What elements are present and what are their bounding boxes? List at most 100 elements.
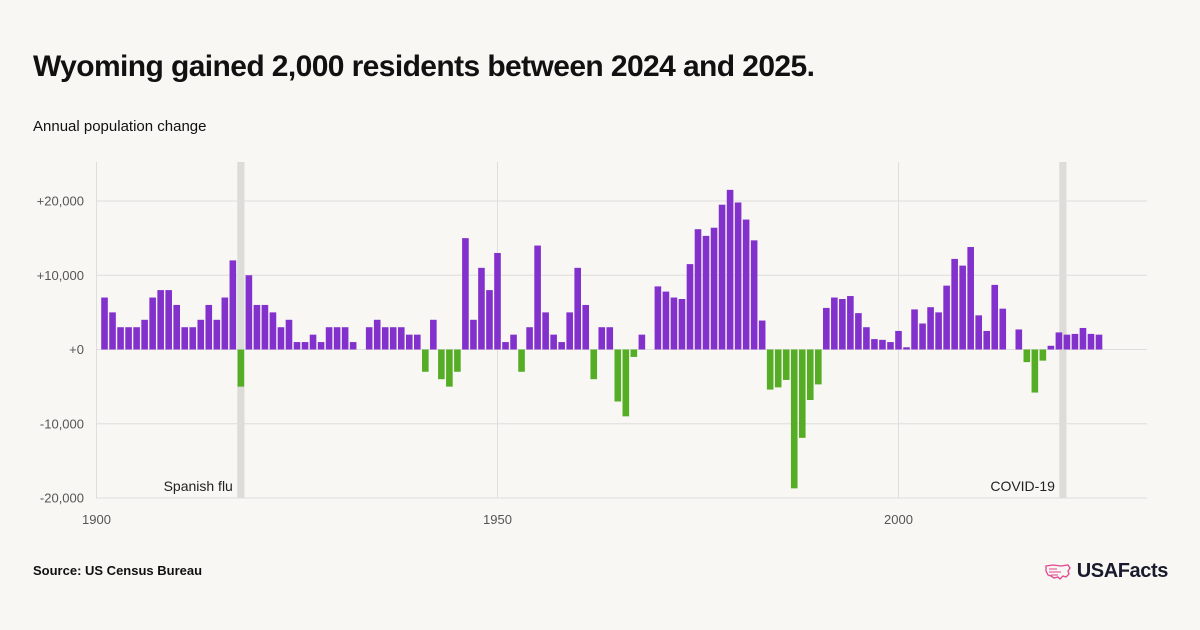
- bar-2020: [1055, 332, 1063, 350]
- y-tick-label: +0: [69, 342, 84, 357]
- bar-1998: [879, 339, 886, 350]
- bar-2010: [975, 315, 982, 350]
- bar-1944: [446, 349, 453, 387]
- bar-1903: [117, 327, 124, 350]
- bar-1922: [269, 312, 277, 350]
- bar-1923: [277, 327, 285, 350]
- bar-1928: [317, 342, 325, 350]
- bar-1937: [389, 327, 397, 350]
- y-tick-label: +20,000: [37, 194, 84, 209]
- bar-1919: [245, 275, 253, 350]
- bar-2006: [943, 285, 950, 350]
- bar-1999: [887, 342, 894, 350]
- bar-1982: [750, 240, 758, 350]
- bar-1936: [381, 327, 389, 350]
- bar-1945: [454, 349, 461, 372]
- bar-1964: [606, 327, 614, 350]
- bar-1953: [518, 349, 525, 372]
- bar-1941: [422, 349, 429, 372]
- bar-1959: [566, 312, 573, 350]
- highlight-band: [1059, 162, 1067, 498]
- bars: [101, 189, 1103, 489]
- bar-1994: [847, 296, 854, 350]
- bar-1955: [534, 245, 541, 350]
- chart-title: Wyoming gained 2,000 residents between 2…: [33, 50, 815, 83]
- bar-1995: [855, 313, 862, 350]
- bar-1942: [430, 319, 437, 350]
- bar-1977: [710, 227, 718, 350]
- bar-1966: [622, 349, 630, 417]
- bar-chart: +20,000 +10,000 +0 -10,000 -20,000 1900 1950 20…: [37, 162, 1147, 527]
- highlight-bands: [237, 162, 1067, 498]
- us-map-icon: [1045, 563, 1071, 580]
- bar-1946: [462, 238, 469, 350]
- bar-2021: [1063, 334, 1071, 350]
- annotation-label: COVID-19: [990, 478, 1055, 494]
- bar-2008: [959, 265, 966, 350]
- bar-1976: [702, 235, 710, 350]
- bar-1951: [502, 342, 509, 350]
- bar-1956: [542, 312, 549, 350]
- bar-1980: [734, 202, 742, 350]
- bar-1926: [301, 342, 309, 350]
- x-tick-label: 1950: [483, 512, 512, 527]
- bar-1979: [726, 189, 734, 350]
- bar-1990: [815, 349, 822, 385]
- bar-1950: [494, 252, 501, 350]
- bar-1989: [806, 349, 814, 400]
- bar-1986: [782, 349, 790, 380]
- bar-1973: [678, 299, 686, 350]
- bar-1952: [510, 334, 517, 350]
- bar-2022: [1071, 333, 1079, 350]
- bar-1918: [237, 349, 245, 387]
- bar-1984: [766, 349, 774, 390]
- y-tick-label: -10,000: [40, 416, 84, 431]
- bar-1997: [871, 339, 878, 350]
- bar-1931: [341, 327, 349, 350]
- bar-1974: [686, 264, 694, 350]
- bar-1947: [470, 319, 477, 350]
- bar-1965: [614, 349, 622, 402]
- bar-1908: [157, 290, 164, 350]
- bar-1978: [718, 204, 726, 350]
- bar-1902: [109, 312, 116, 350]
- bar-2017: [1031, 349, 1039, 393]
- bar-1993: [839, 299, 846, 350]
- bar-2023: [1079, 327, 1087, 350]
- bar-1949: [486, 290, 493, 350]
- x-tick-label: 2000: [884, 512, 913, 527]
- bar-2004: [927, 307, 934, 350]
- bar-1988: [798, 349, 806, 438]
- bar-1932: [349, 342, 357, 350]
- bar-1915: [213, 319, 221, 350]
- bar-1917: [229, 260, 237, 350]
- bar-1975: [694, 229, 702, 350]
- bar-1905: [133, 327, 140, 350]
- bar-1921: [261, 304, 269, 350]
- bar-1906: [141, 319, 148, 350]
- bar-1934: [365, 327, 373, 350]
- bar-1972: [670, 297, 678, 350]
- bar-1916: [221, 297, 229, 350]
- bar-1910: [173, 304, 180, 350]
- bar-2001: [903, 347, 910, 350]
- bar-1940: [414, 334, 421, 350]
- bar-1914: [205, 304, 213, 350]
- annotations: Spanish flu COVID-19: [164, 478, 1056, 494]
- bar-2019: [1047, 345, 1055, 350]
- highlight-band: [237, 162, 245, 498]
- bar-1992: [831, 297, 838, 350]
- bar-1924: [285, 319, 293, 350]
- bar-2024: [1087, 333, 1095, 350]
- bar-1967: [630, 349, 638, 357]
- bar-1958: [558, 342, 565, 350]
- bar-2012: [991, 284, 999, 350]
- bar-2002: [911, 309, 918, 350]
- y-tick-label: -20,000: [40, 491, 84, 506]
- bar-1925: [293, 342, 301, 350]
- bar-2013: [999, 308, 1007, 350]
- usafacts-logo[interactable]: USAFacts: [1045, 560, 1168, 583]
- bar-1943: [438, 349, 445, 380]
- bar-1938: [397, 327, 405, 350]
- bar-1985: [774, 349, 782, 388]
